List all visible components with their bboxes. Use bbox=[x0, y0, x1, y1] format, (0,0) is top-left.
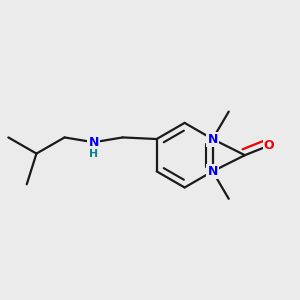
Text: N: N bbox=[88, 136, 99, 149]
Text: H: H bbox=[89, 149, 98, 159]
Text: O: O bbox=[264, 139, 274, 152]
Text: N: N bbox=[207, 165, 218, 178]
Text: N: N bbox=[207, 133, 218, 146]
